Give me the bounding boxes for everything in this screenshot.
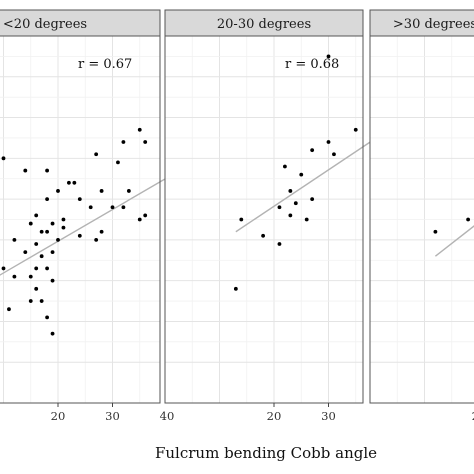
data-point: [39, 299, 44, 303]
data-point: [61, 225, 66, 230]
data-point: [277, 205, 282, 210]
x-tick-label: 20: [267, 409, 282, 423]
data-point: [1, 156, 6, 161]
data-point: [23, 168, 28, 173]
data-point: [137, 217, 142, 222]
facet-strip: [0, 9, 161, 37]
data-point: [56, 189, 60, 193]
data-point: [28, 299, 33, 303]
data-point: [77, 197, 82, 202]
facet-strip-label: >30 degrees: [393, 17, 474, 32]
data-point: [110, 205, 115, 210]
data-point: [39, 254, 44, 259]
data-point: [7, 307, 11, 312]
data-point: [288, 213, 293, 218]
data-point: [34, 213, 39, 218]
x-tick-label: 30: [105, 409, 120, 423]
data-point: [137, 127, 142, 132]
data-point: [310, 197, 315, 202]
x-tick-label: 40: [160, 409, 175, 423]
data-point: [45, 266, 49, 271]
facet-strip: [164, 9, 364, 37]
data-point: [56, 237, 60, 242]
data-point: [12, 274, 17, 279]
data-point: [121, 140, 126, 144]
data-point: [88, 205, 93, 210]
panel-2: 20-30 degrees r = 0.68 20 30: [164, 9, 389, 423]
data-point: [34, 286, 39, 291]
data-point: [67, 180, 71, 185]
data-point: [45, 229, 49, 234]
data-point: [353, 127, 358, 132]
data-point: [50, 278, 55, 283]
data-point: [299, 172, 304, 177]
data-point: [45, 315, 49, 320]
x-tick-label: 20: [51, 409, 66, 423]
data-point: [143, 213, 148, 218]
data-point: [326, 54, 331, 59]
data-point: [34, 242, 39, 246]
data-point: [121, 205, 126, 210]
data-point: [50, 221, 55, 226]
facet-strip-label: <20 degrees: [3, 17, 87, 32]
data-point: [288, 189, 293, 193]
data-point: [233, 286, 238, 291]
panel-3: >30 degrees2030: [369, 9, 474, 423]
facet-strip: [369, 9, 474, 37]
data-point: [261, 233, 265, 238]
data-point: [126, 189, 131, 193]
correlation-label: r = 0.67: [78, 57, 132, 72]
data-point: [239, 217, 244, 222]
data-point: [45, 197, 49, 202]
data-point: [45, 168, 49, 173]
data-point: [283, 164, 287, 169]
data-point: [23, 250, 28, 255]
x-tick-label: 20: [472, 409, 474, 423]
data-point: [310, 148, 315, 153]
panel-1: <20 degrees r = 0.67 20 30 40: [0, 9, 222, 423]
data-point: [99, 189, 104, 193]
data-point: [433, 229, 438, 234]
data-point: [94, 152, 99, 157]
data-point: [466, 217, 470, 222]
data-point: [116, 160, 120, 165]
x-tick-label: 30: [321, 409, 336, 423]
data-point: [12, 237, 17, 242]
regression-line: [434, 225, 474, 257]
data-point: [277, 242, 282, 246]
x-axis-title: Fulcrum bending Cobb angle: [155, 444, 377, 462]
data-point: [39, 229, 44, 234]
data-point: [304, 217, 309, 222]
data-point: [326, 140, 331, 144]
data-point: [143, 140, 148, 144]
data-point: [293, 201, 298, 206]
data-point: [332, 152, 336, 157]
data-point: [50, 250, 55, 255]
data-point: [77, 233, 82, 238]
data-point: [99, 229, 104, 234]
data-point: [1, 266, 6, 271]
data-point: [28, 221, 33, 226]
data-point: [50, 331, 55, 336]
data-point: [34, 266, 39, 271]
data-point: [94, 237, 99, 242]
correlation-label: r = 0.68: [285, 57, 339, 72]
data-point: [72, 180, 77, 185]
data-point: [61, 217, 66, 222]
facet-strip-label: 20-30 degrees: [217, 17, 311, 32]
data-point: [28, 274, 33, 279]
